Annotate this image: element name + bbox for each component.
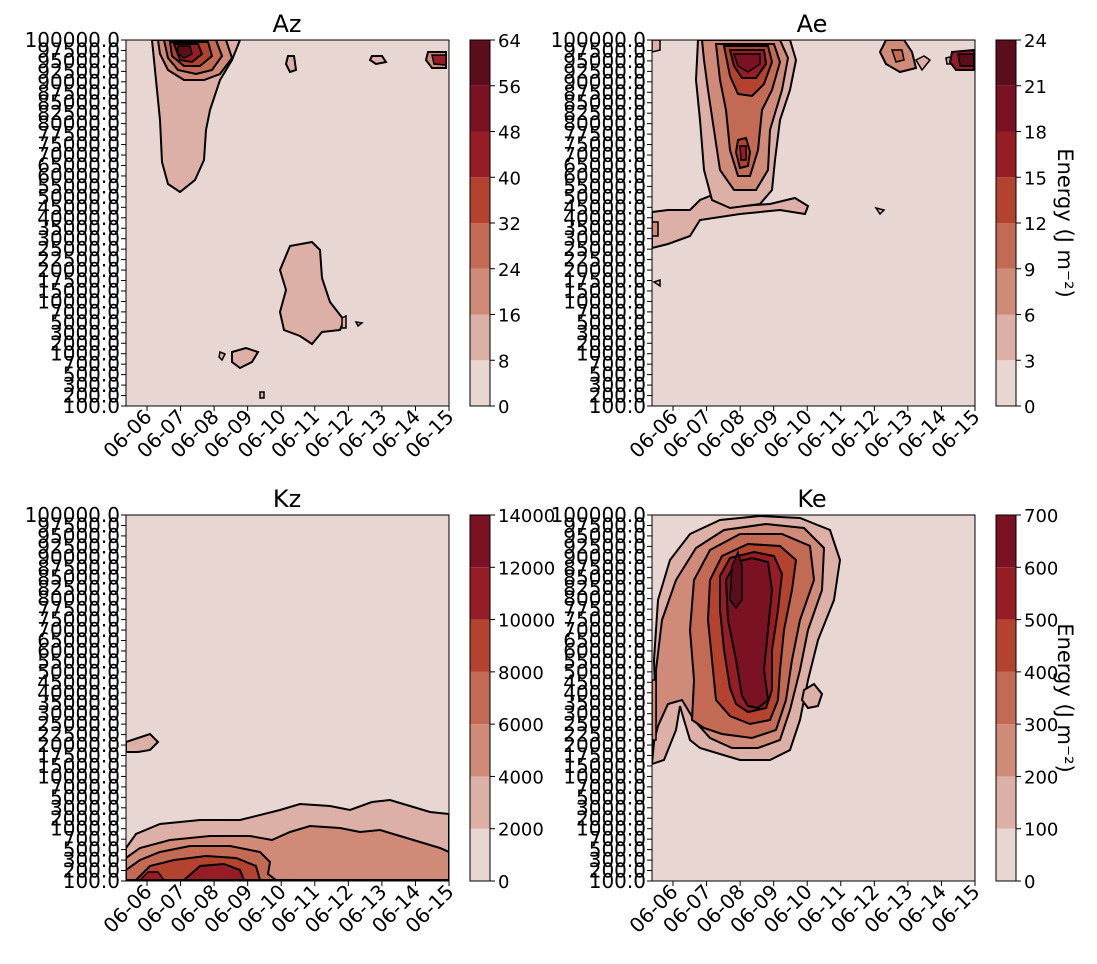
colorbar-band [470,177,490,223]
colorbar-tick-label: 0 [1024,397,1035,418]
colorbar-band [470,724,490,776]
colorbar-band [996,672,1016,724]
y-tick-label: 100000.0 [25,503,120,527]
colorbar-tick-label: 48 [498,123,521,144]
colorbar-band [996,776,1016,828]
x-axis: 06-0606-0706-0806-0906-1006-1106-1206-13… [98,405,458,463]
colorbar: 0 8 16 24 32 40 48 56 64 [470,31,521,418]
contour-region [432,55,446,65]
contour-region [342,316,346,328]
colorbar-band [470,515,490,567]
colorbar-tick-label: 40 [498,168,521,189]
colorbar-band [996,360,1016,406]
colorbar-label: Energy (J m⁻²) [1053,623,1077,772]
colorbar-tick-label: 3 [1024,351,1035,372]
y-tick-label: 100000.0 [25,28,120,52]
colorbar-band [996,724,1016,776]
colorbar-band [470,360,490,406]
colorbar-tick-label: 700 [1024,506,1058,527]
colorbar-tick-label: 56 [498,77,521,98]
colorbar-band [996,269,1016,315]
colorbar-tick-label: 24 [1024,31,1047,52]
y-axis: 100.0200.0300.0500.0700.01000.02000.0300… [25,28,126,418]
colorbar-tick-label: 600 [1024,558,1058,579]
colorbar-band [996,132,1016,178]
contour-region [370,56,386,64]
colorbar: 0 100 200 300 400 500 600 700 [996,506,1058,893]
colorbar-tick-label: 6 [1024,306,1035,327]
colorbar-band [470,620,490,672]
panel-title: Az [272,10,301,38]
contour-region [260,392,264,398]
colorbar-tick-label: 10000 [498,611,555,632]
contour-region [740,146,746,160]
colorbar-tick-label: 8 [498,351,509,372]
colorbar-band [470,40,490,86]
colorbar-tick-label: 32 [498,214,521,235]
colorbar-tick-label: 9 [1024,260,1035,281]
colorbar-band [996,315,1016,361]
colorbar-tick-label: 4000 [498,767,544,788]
colorbar-band [996,567,1016,619]
colorbar-band [996,515,1016,567]
colorbar-tick-label: 64 [498,31,521,52]
colorbar-tick-label: 12 [1024,214,1047,235]
colorbar-band [470,776,490,828]
colorbar-tick-label: 14000 [498,506,555,527]
x-axis: 06-0606-0706-0806-0906-1006-1106-1206-13… [624,880,984,938]
panel-title: Ke [797,485,826,513]
colorbar-label: Energy (J m⁻²) [1053,148,1077,297]
colorbar-band [470,672,490,724]
colorbar-band [996,223,1016,269]
panel-ae: Ae 100.0200.0300.0500.0700.01000.02000.0… [551,10,1077,463]
contour-region [958,54,974,66]
colorbar-tick-label: 100 [1024,820,1058,841]
colorbar-band [470,269,490,315]
colorbar-band [996,177,1016,223]
colorbar-tick-label: 0 [498,397,509,418]
panel-title: Ae [797,10,828,38]
colorbar-band [470,223,490,269]
colorbar-tick-label: 15 [1024,168,1047,189]
colorbar-band [996,620,1016,672]
colorbar-tick-label: 16 [498,306,521,327]
colorbar-tick-label: 8000 [498,663,544,684]
y-axis: 100.0200.0300.0500.0700.01000.02000.0300… [551,503,652,893]
panel-title: Kz [273,485,301,513]
colorbar: 0 3 6 9 12 15 18 21 24 [996,31,1047,418]
colorbar-band [470,132,490,178]
y-tick-label: 100000.0 [551,503,646,527]
colorbar-band [470,829,490,881]
x-axis: 06-0606-0706-0806-0906-1006-1106-1206-13… [98,880,458,938]
contour-region [652,40,660,52]
colorbar-tick-label: 12000 [498,558,555,579]
panel-kz: Kz 100.0200.0300.0500.0700.01000.02000.0… [25,485,556,938]
colorbar: 0 2000 4000 6000 8000 10000 12000 14000 [470,506,555,893]
colorbar-tick-label: 18 [1024,123,1047,144]
colorbar-tick-label: 6000 [498,715,544,736]
colorbar-tick-label: 21 [1024,77,1047,98]
panel-az: Az 100.0200.0300.0500.0700.01000.02000.0… [25,10,521,463]
colorbar-tick-label: 24 [498,260,521,281]
colorbar-tick-label: 2000 [498,820,544,841]
x-axis: 06-0606-0706-0806-0906-1006-1106-1206-13… [624,405,984,463]
colorbar-band [470,567,490,619]
colorbar-band [996,829,1016,881]
colorbar-band [996,86,1016,132]
panel-ke: Ke 100.0200.0300.0500.0700.01000.02000.0… [551,485,1077,938]
contour-region [652,222,658,236]
colorbar-band [470,86,490,132]
colorbar-band [996,40,1016,86]
y-tick-label: 100000.0 [551,28,646,52]
y-axis: 100.0200.0300.0500.0700.01000.02000.0300… [25,503,126,893]
colorbar-tick-label: 0 [498,872,509,893]
colorbar-band [470,315,490,361]
colorbar-tick-label: 0 [1024,872,1035,893]
y-axis: 100.0200.0300.0500.0700.01000.02000.0300… [551,28,652,418]
contour-region [652,680,656,740]
